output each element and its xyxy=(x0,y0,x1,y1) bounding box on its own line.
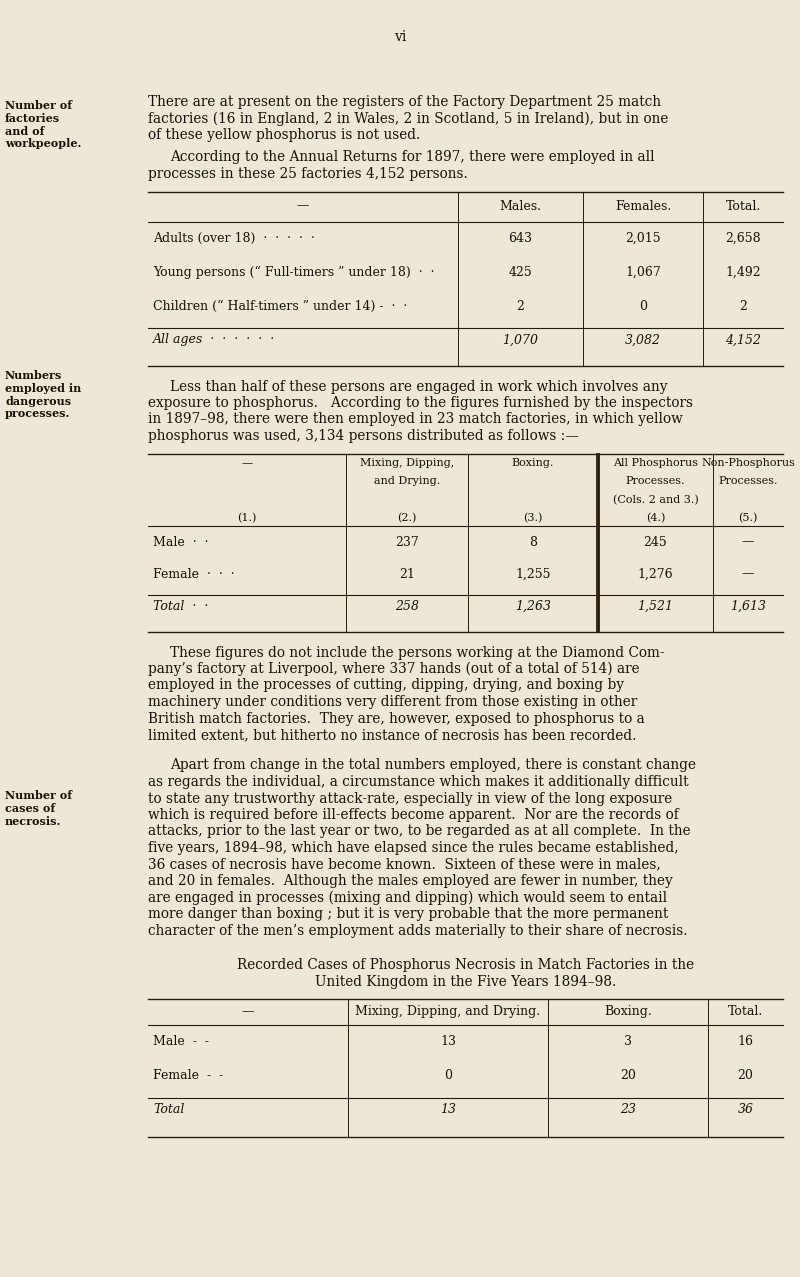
Text: Total.: Total. xyxy=(728,1005,763,1018)
Text: 21: 21 xyxy=(399,567,415,581)
Text: —: — xyxy=(242,458,253,469)
Text: of these yellow phosphorus is not used.: of these yellow phosphorus is not used. xyxy=(148,128,420,142)
Text: vi: vi xyxy=(394,29,406,43)
Text: 643: 643 xyxy=(509,231,533,244)
Text: 0: 0 xyxy=(639,300,647,313)
Text: 258: 258 xyxy=(395,599,419,613)
Text: and Drying.: and Drying. xyxy=(374,476,440,487)
Text: Mixing, Dipping, and Drying.: Mixing, Dipping, and Drying. xyxy=(355,1005,541,1018)
Text: Total  ·  ·: Total · · xyxy=(153,599,208,613)
Text: 1,613: 1,613 xyxy=(730,599,766,613)
Text: are engaged in processes (mixing and dipping) which would seem to entail: are engaged in processes (mixing and dip… xyxy=(148,890,667,905)
Text: more danger than boxing ; but it is very probable that the more permanent: more danger than boxing ; but it is very… xyxy=(148,907,668,921)
Text: 237: 237 xyxy=(395,535,419,549)
Text: Females.: Females. xyxy=(615,199,671,212)
Text: Number of
factories
and of
workpeople.: Number of factories and of workpeople. xyxy=(5,100,82,149)
Text: limited extent, but hitherto no instance of necrosis has been recorded.: limited extent, but hitherto no instance… xyxy=(148,728,636,742)
Text: Boxing.: Boxing. xyxy=(604,1005,652,1018)
Text: 2: 2 xyxy=(739,300,747,313)
Text: Apart from change in the total numbers employed, there is constant change: Apart from change in the total numbers e… xyxy=(170,759,696,773)
Text: According to the Annual Returns for 1897, there were employed in all: According to the Annual Returns for 1897… xyxy=(170,151,654,165)
Text: Non-Phosphorus: Non-Phosphorus xyxy=(701,458,795,469)
Text: 16: 16 xyxy=(738,1034,754,1048)
Text: (5.): (5.) xyxy=(738,512,758,522)
Text: Numbers
employed in
dangerous
processes.: Numbers employed in dangerous processes. xyxy=(5,370,82,419)
Text: 36: 36 xyxy=(738,1103,754,1116)
Text: 1,067: 1,067 xyxy=(625,266,661,278)
Text: 1,492: 1,492 xyxy=(725,266,761,278)
Text: Mixing, Dipping,: Mixing, Dipping, xyxy=(360,458,454,469)
Text: Males.: Males. xyxy=(499,199,542,212)
Text: Processes.: Processes. xyxy=(718,476,778,487)
Text: —: — xyxy=(242,1005,254,1018)
Text: 1,521: 1,521 xyxy=(638,599,674,613)
Text: 13: 13 xyxy=(440,1034,456,1048)
Text: five years, 1894–98, which have elapsed since the rules became established,: five years, 1894–98, which have elapsed … xyxy=(148,842,678,856)
Text: in 1897–98, there were then employed in 23 match factories, in which yellow: in 1897–98, there were then employed in … xyxy=(148,412,682,427)
Text: 2,658: 2,658 xyxy=(725,231,761,244)
Text: —: — xyxy=(742,535,754,549)
Text: 2,015: 2,015 xyxy=(625,231,661,244)
Text: factories (16 in England, 2 in Wales, 2 in Scotland, 5 in Ireland), but in one: factories (16 in England, 2 in Wales, 2 … xyxy=(148,111,668,126)
Text: 3: 3 xyxy=(624,1034,632,1048)
Text: Female  ·  ·  ·: Female · · · xyxy=(153,567,234,581)
Text: United Kingdom in the Five Years 1894–98.: United Kingdom in the Five Years 1894–98… xyxy=(315,976,616,988)
Text: and 20 in females.  Although the males employed are fewer in number, they: and 20 in females. Although the males em… xyxy=(148,873,673,888)
Text: to state any trustworthy attack-rate, especially in view of the long exposure: to state any trustworthy attack-rate, es… xyxy=(148,792,672,806)
Text: Young persons (“ Full-timers ” under 18)  ·  ·: Young persons (“ Full-timers ” under 18)… xyxy=(153,266,434,278)
Text: British match factories.  They are, however, exposed to phosphorus to a: British match factories. They are, howev… xyxy=(148,711,645,725)
Text: (2.): (2.) xyxy=(398,512,417,522)
Text: 3,082: 3,082 xyxy=(625,333,661,346)
Text: (3.): (3.) xyxy=(523,512,542,522)
Text: Adults (over 18)  ·  ·  ·  ·  ·: Adults (over 18) · · · · · xyxy=(153,231,314,244)
Text: 425: 425 xyxy=(509,266,532,278)
Text: processes in these 25 factories 4,152 persons.: processes in these 25 factories 4,152 pe… xyxy=(148,167,468,181)
Text: 1,070: 1,070 xyxy=(502,333,538,346)
Text: (4.): (4.) xyxy=(646,512,665,522)
Text: Children (“ Half-timers ” under 14) -  ·  ·: Children (“ Half-timers ” under 14) - · … xyxy=(153,300,407,313)
Text: —: — xyxy=(742,567,754,581)
Text: character of the men’s employment adds materially to their share of necrosis.: character of the men’s employment adds m… xyxy=(148,923,687,937)
Text: 1,255: 1,255 xyxy=(515,567,550,581)
Text: 1,263: 1,263 xyxy=(515,599,551,613)
Text: Total: Total xyxy=(153,1103,184,1116)
Text: There are at present on the registers of the Factory Department 25 match: There are at present on the registers of… xyxy=(148,94,661,109)
Text: 4,152: 4,152 xyxy=(725,333,761,346)
Text: 13: 13 xyxy=(440,1103,456,1116)
Text: Total.: Total. xyxy=(726,199,761,212)
Text: Boxing.: Boxing. xyxy=(512,458,554,469)
Text: exposure to phosphorus.   According to the figures furnished by the inspectors: exposure to phosphorus. According to the… xyxy=(148,396,693,410)
Text: Processes.: Processes. xyxy=(626,476,686,487)
Text: 1,276: 1,276 xyxy=(638,567,674,581)
Text: pany’s factory at Liverpool, where 337 hands (out of a total of 514) are: pany’s factory at Liverpool, where 337 h… xyxy=(148,661,640,677)
Text: These figures do not include the persons working at the Diamond Com-: These figures do not include the persons… xyxy=(170,645,665,659)
Text: 2: 2 xyxy=(517,300,525,313)
Text: Male  -  -: Male - - xyxy=(153,1034,209,1048)
Text: 36 cases of necrosis have become known.  Sixteen of these were in males,: 36 cases of necrosis have become known. … xyxy=(148,857,661,871)
Text: phosphorus was used, 3,134 persons distributed as follows :—: phosphorus was used, 3,134 persons distr… xyxy=(148,429,579,443)
Text: 8: 8 xyxy=(529,535,537,549)
Text: —: — xyxy=(297,199,310,212)
Text: 20: 20 xyxy=(738,1069,754,1082)
Text: Less than half of these persons are engaged in work which involves any: Less than half of these persons are enga… xyxy=(170,379,667,393)
Text: All ages  ·  ·  ·  ·  ·  ·: All ages · · · · · · xyxy=(153,333,275,346)
Text: attacks, prior to the last year or two, to be regarded as at all complete.  In t: attacks, prior to the last year or two, … xyxy=(148,825,690,839)
Text: machinery under conditions very different from those existing in other: machinery under conditions very differen… xyxy=(148,695,638,709)
Text: which is required before ill-effects become apparent.  Nor are the records of: which is required before ill-effects bec… xyxy=(148,808,678,822)
Text: Female  -  -: Female - - xyxy=(153,1069,223,1082)
Text: 0: 0 xyxy=(444,1069,452,1082)
Text: as regards the individual, a circumstance which makes it additionally difficult: as regards the individual, a circumstanc… xyxy=(148,775,689,789)
Text: employed in the processes of cutting, dipping, drying, and boxing by: employed in the processes of cutting, di… xyxy=(148,678,624,692)
Text: Number of
cases of
necrosis.: Number of cases of necrosis. xyxy=(5,790,72,826)
Text: All Phosphorus: All Phosphorus xyxy=(613,458,698,469)
Text: (Cols. 2 and 3.): (Cols. 2 and 3.) xyxy=(613,494,698,504)
Text: Recorded Cases of Phosphorus Necrosis in Match Factories in the: Recorded Cases of Phosphorus Necrosis in… xyxy=(237,958,694,972)
Text: 20: 20 xyxy=(620,1069,636,1082)
Text: Male  ·  ·: Male · · xyxy=(153,535,209,549)
Text: 245: 245 xyxy=(644,535,667,549)
Text: (1.): (1.) xyxy=(238,512,257,522)
Text: 23: 23 xyxy=(620,1103,636,1116)
